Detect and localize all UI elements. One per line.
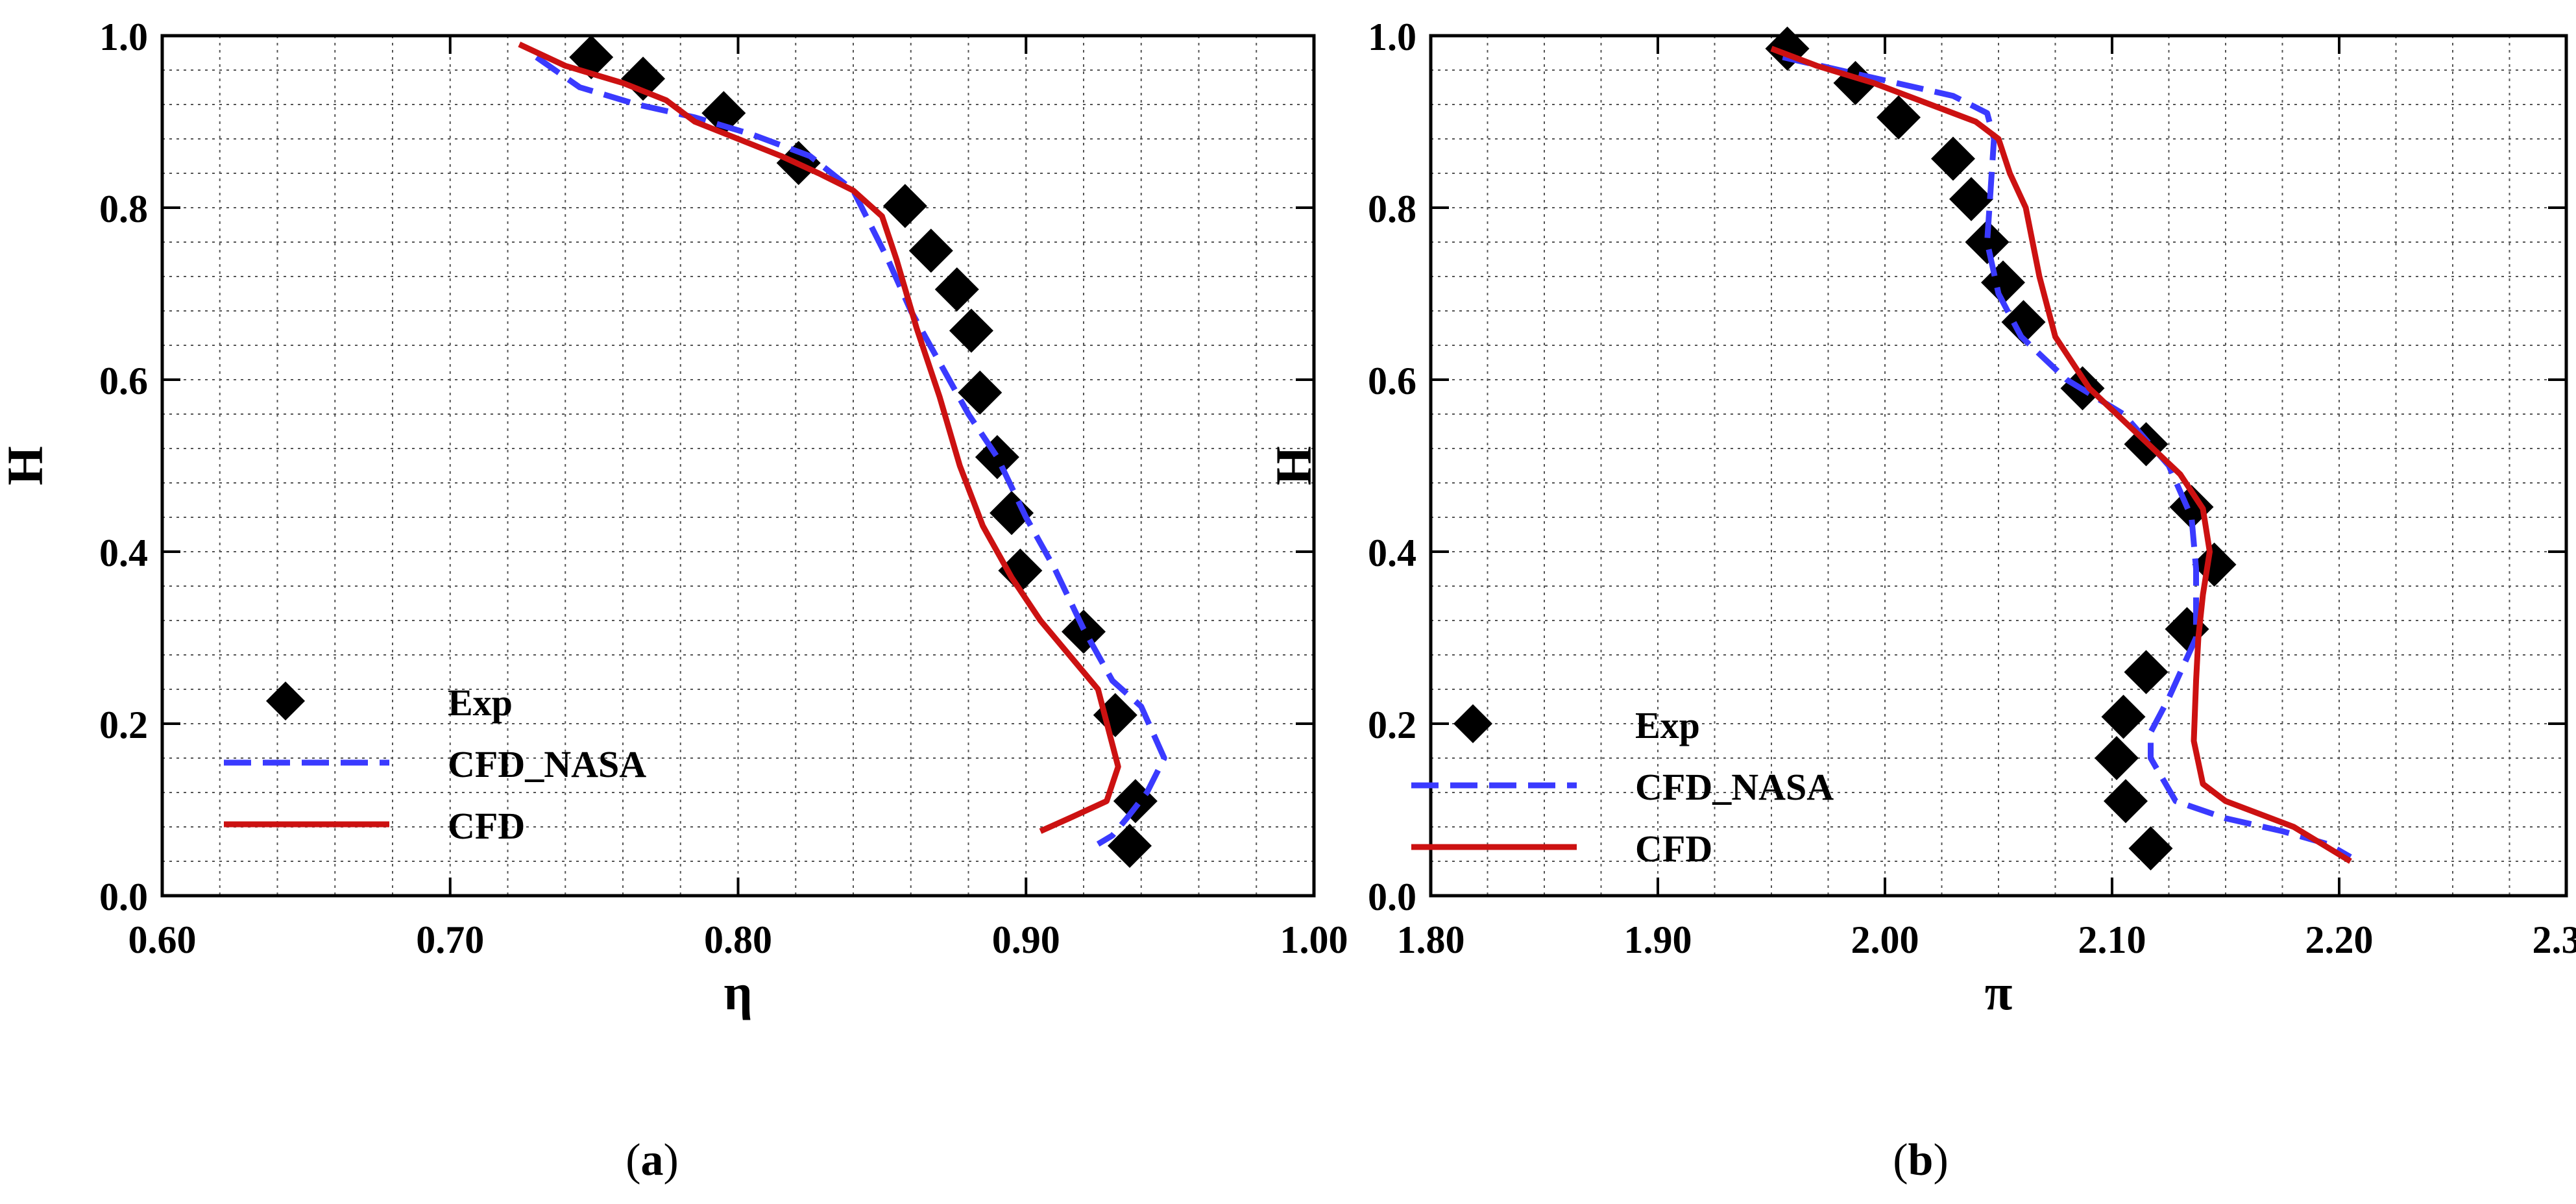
legend-marker-exp (1453, 704, 1492, 743)
legend: Exp CFD_NASA CFD (224, 682, 646, 847)
data-point-exp (990, 491, 1034, 535)
caption-close: ) (1933, 1135, 1948, 1185)
caption-open: ( (626, 1135, 640, 1185)
panel-caption: (a) (626, 1135, 679, 1185)
x-tick-label: 2.10 (2078, 918, 2146, 961)
y-axis-label: H (1265, 446, 1322, 485)
y-tick-label: 0.8 (1368, 188, 1416, 230)
y-tick-label: 1.0 (99, 16, 148, 58)
x-tick-label: 0.60 (128, 918, 197, 961)
y-tick-label: 0.8 (99, 188, 148, 230)
x-tick-label: 2.20 (2305, 918, 2374, 961)
y-tick-label: 0.2 (99, 704, 148, 746)
y-tick-label: 0.6 (99, 360, 148, 402)
x-tick-label: 1.00 (1280, 918, 1348, 961)
data-point-exp (2104, 779, 2148, 824)
series-line-cfd-nasa (1782, 54, 2352, 860)
series-line-cfd-nasa (535, 55, 1167, 847)
data-point-exp (1062, 609, 1106, 654)
series-exp (569, 35, 1158, 868)
caption-open: ( (1893, 1135, 1908, 1185)
series-cfd (1770, 45, 2352, 864)
plot-frame (1429, 34, 2568, 898)
data-point-exp (1965, 220, 2010, 264)
data-point-exp (1877, 95, 1921, 140)
data-point-exp (1949, 177, 1993, 221)
x-tick-label: 0.70 (416, 918, 484, 961)
legend-label: CFD (1635, 828, 1712, 870)
panel-caption: (b) (1893, 1135, 1949, 1185)
data-point-exp (949, 308, 993, 353)
y-tick-label: 0.2 (1368, 704, 1416, 746)
series-cfd (518, 42, 1121, 834)
x-axis-label: η (723, 964, 752, 1020)
series-cfd-nasa (1782, 54, 2352, 860)
y-tick-label: 0.0 (1368, 876, 1416, 918)
data-point-exp (2124, 650, 2169, 694)
y-tick-label: 0.4 (1368, 532, 1416, 574)
legend-label: CFD_NASA (1635, 766, 1834, 808)
data-point-exp (2128, 826, 2173, 871)
legend-marker-exp (266, 682, 305, 720)
y-tick-label: 0.6 (1368, 360, 1416, 402)
grid (162, 36, 1314, 896)
y-tick-label: 0.0 (99, 876, 148, 918)
grid (1431, 36, 2566, 896)
legend-label: CFD_NASA (448, 743, 646, 785)
caption-close: ) (664, 1135, 679, 1185)
data-point-exp (1931, 136, 1975, 181)
x-tick-label: 0.80 (704, 918, 772, 961)
series-cfd-nasa (535, 55, 1167, 847)
data-point-exp (882, 184, 927, 228)
data-point-exp (934, 267, 979, 312)
legend-label: CFD (448, 805, 525, 847)
data-point-exp (1108, 824, 1152, 868)
y-tick-label: 0.4 (99, 532, 148, 574)
x-tick-label: 0.90 (992, 918, 1060, 961)
data-point-exp (998, 548, 1043, 593)
x-tick-label: 2.30 (2533, 918, 2576, 961)
legend-label: Exp (448, 682, 513, 724)
x-axis-label: π (1985, 964, 2013, 1020)
caption-letter: b (1908, 1135, 1934, 1185)
series-line-cfd (518, 42, 1121, 834)
panel-b: 1.80 1.90 2.00 2.10 2.20 2.30 0.0 0.2 0.4 0.6 0.8 1… (1265, 16, 2576, 1185)
data-point-exp (2001, 300, 2046, 345)
data-point-exp (701, 91, 746, 136)
x-tick-label: 2.00 (1851, 918, 1919, 961)
data-point-exp (958, 370, 1002, 415)
data-point-exp (2095, 736, 2139, 780)
caption-letter: a (641, 1135, 664, 1185)
series-exp (1765, 26, 2237, 871)
legend: Exp CFD_NASA CFD (1411, 704, 1834, 870)
data-point-exp (908, 228, 953, 273)
legend-label: Exp (1635, 704, 1700, 746)
data-point-exp (2101, 694, 2146, 739)
data-point-exp (975, 435, 1019, 480)
x-tick-label: 1.80 (1397, 918, 1465, 961)
y-tick-label: 1.0 (1368, 16, 1416, 58)
x-tick-label: 1.90 (1624, 918, 1692, 961)
series-line-cfd (1770, 45, 2352, 864)
y-axis-label: H (0, 446, 53, 485)
panel-a: 0.60 0.70 0.80 0.90 1.00 0.0 0.2 0.4 0.6 0.8 1.0 η H… (0, 16, 1348, 1185)
